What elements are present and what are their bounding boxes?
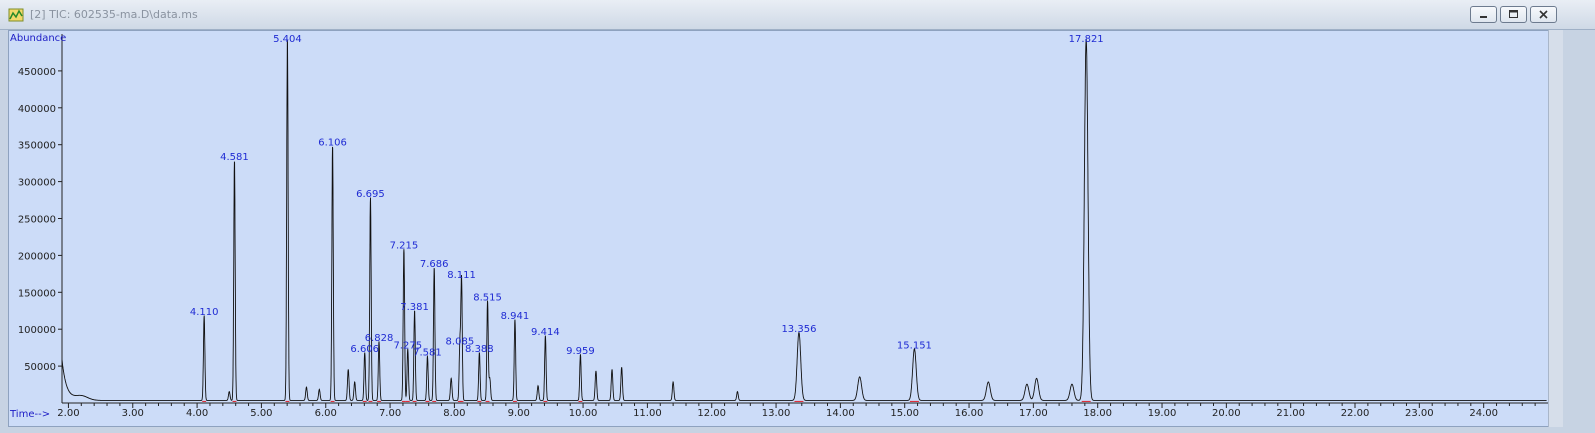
window-title: [2] TIC: 602535-ma.D\data.ms <box>30 8 198 21</box>
x-tick-label: 21.00 <box>1276 408 1305 419</box>
peak-retention-label: 17.821 <box>1069 34 1104 45</box>
peak-retention-label: 5.404 <box>273 34 302 45</box>
maximize-icon <box>1509 10 1518 18</box>
x-tick-label: 10.00 <box>569 408 598 419</box>
x-tick-label: 19.00 <box>1148 408 1177 419</box>
x-tick-label: 7.00 <box>379 408 401 419</box>
x-tick-label: 3.00 <box>122 408 144 419</box>
peak-retention-label: 8.388 <box>465 344 494 355</box>
peak-retention-label: 7.686 <box>420 259 449 270</box>
tic-trace-line <box>61 39 1547 401</box>
x-axis-label: Time--> <box>10 409 51 420</box>
peak-retention-label: 8.111 <box>447 270 476 281</box>
peak-retention-label: 13.356 <box>781 324 816 335</box>
y-tick-label: 450000 <box>18 67 56 78</box>
x-tick-label: 11.00 <box>633 408 662 419</box>
peak-retention-label: 9.414 <box>531 327 560 338</box>
x-tick-label: 20.00 <box>1212 408 1241 419</box>
y-tick-label: 200000 <box>18 251 56 262</box>
x-tick-label: 9.00 <box>508 408 530 419</box>
x-tick-label: 24.00 <box>1469 408 1498 419</box>
chart-app-icon <box>8 8 24 22</box>
x-tick-label: 4.00 <box>186 408 208 419</box>
x-tick-label: 2.00 <box>57 408 79 419</box>
window-titlebar: [2] TIC: 602535-ma.D\data.ms <box>0 0 1595 30</box>
peak-retention-label: 6.828 <box>365 333 394 344</box>
x-tick-label: 14.00 <box>826 408 855 419</box>
maximize-button[interactable] <box>1500 6 1527 23</box>
peak-retention-label: 6.106 <box>318 137 347 148</box>
x-tick-label: 13.00 <box>762 408 791 419</box>
peak-retention-label: 6.606 <box>350 344 379 355</box>
peak-retention-label: 8.515 <box>473 292 502 303</box>
x-tick-label: 6.00 <box>315 408 337 419</box>
y-axis-label: Abundance <box>10 33 67 44</box>
y-tick-label: 250000 <box>18 215 56 226</box>
x-tick-label: 17.00 <box>1019 408 1048 419</box>
x-tick-label: 15.00 <box>890 408 919 419</box>
y-tick-label: 50000 <box>24 362 56 373</box>
peak-retention-label: 15.151 <box>897 340 932 351</box>
y-tick-label: 300000 <box>18 178 56 189</box>
peak-retention-label: 8.941 <box>501 311 530 322</box>
vertical-scrollbar[interactable] <box>1548 30 1563 427</box>
close-button[interactable] <box>1530 6 1557 23</box>
peak-retention-label: 7.215 <box>390 241 419 252</box>
x-tick-label: 23.00 <box>1405 408 1434 419</box>
y-tick-label: 350000 <box>18 141 56 152</box>
minimize-button[interactable] <box>1470 6 1497 23</box>
x-tick-label: 12.00 <box>697 408 726 419</box>
chromatogram-panel <box>8 30 1563 427</box>
minimize-icon <box>1480 16 1487 18</box>
peak-retention-label: 8.085 <box>446 337 475 348</box>
peak-retention-label: 7.275 <box>393 340 422 351</box>
y-tick-label: 100000 <box>18 325 56 336</box>
peak-retention-label: 4.581 <box>220 152 249 163</box>
peak-retention-label: 6.695 <box>356 189 385 200</box>
x-tick-label: 18.00 <box>1083 408 1112 419</box>
peak-retention-label: 9.959 <box>566 346 595 357</box>
peak-retention-label: 7.381 <box>400 302 429 313</box>
close-icon <box>1539 10 1548 19</box>
x-tick-label: 5.00 <box>250 408 272 419</box>
y-tick-label: 400000 <box>18 104 56 115</box>
peak-retention-label: 4.110 <box>190 307 219 318</box>
x-tick-label: 16.00 <box>955 408 984 419</box>
x-tick-label: 22.00 <box>1341 408 1370 419</box>
peak-retention-label: 7.581 <box>413 348 442 359</box>
x-tick-label: 8.00 <box>443 408 465 419</box>
y-tick-label: 150000 <box>18 288 56 299</box>
